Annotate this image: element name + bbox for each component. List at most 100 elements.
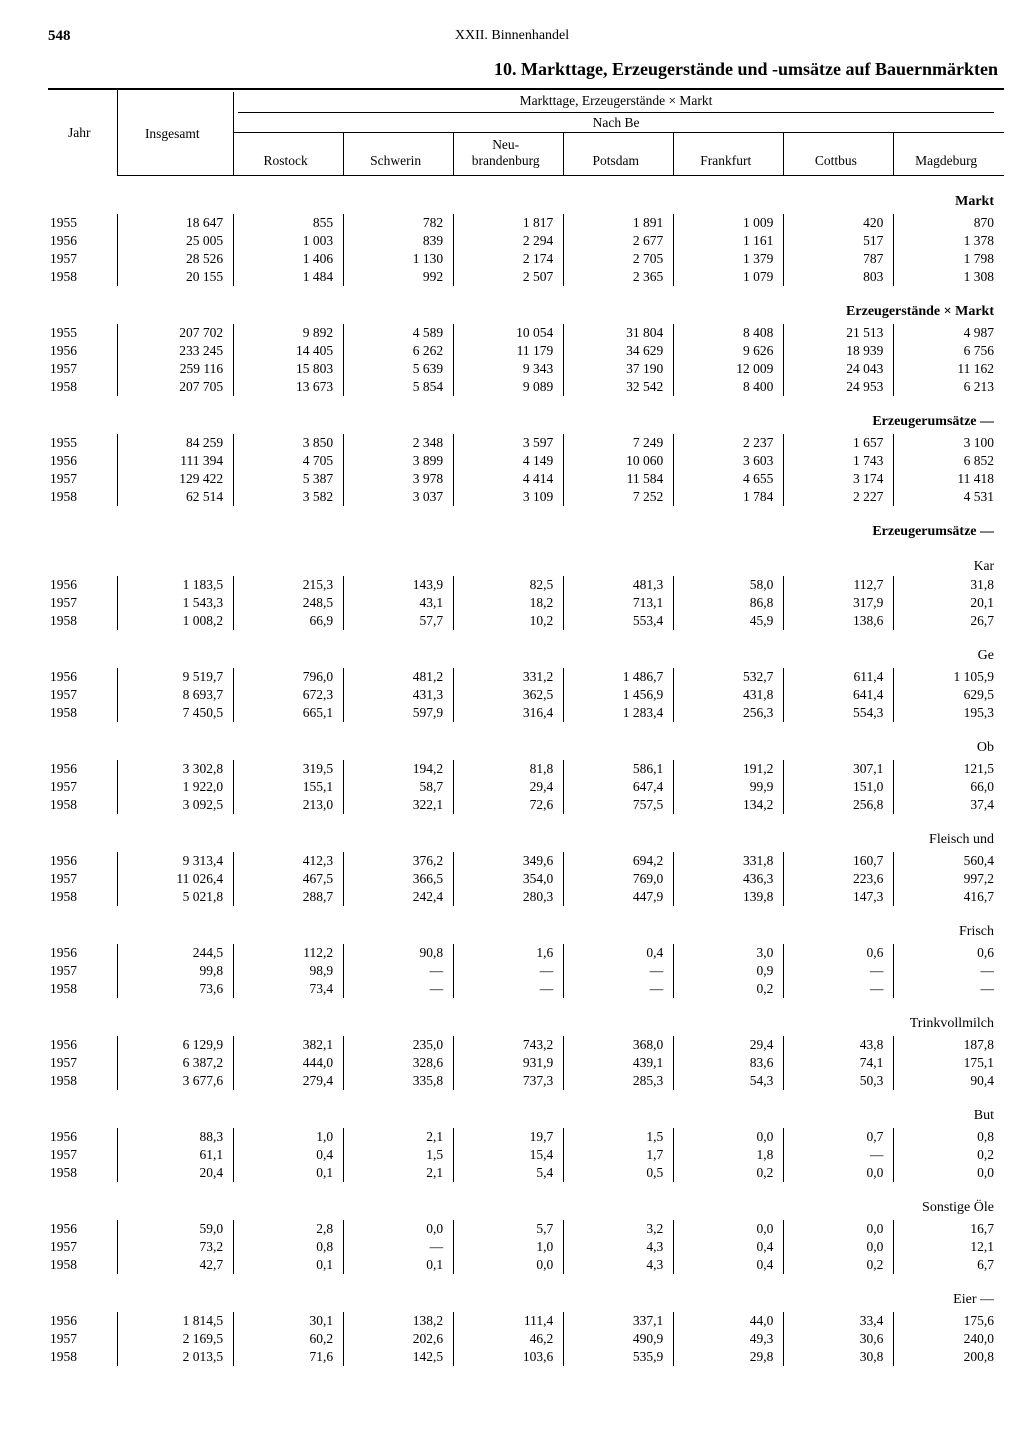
cell-value: 431,3 <box>344 686 454 704</box>
cell-value: 554,3 <box>784 704 894 722</box>
cell-value: 200,8 <box>894 1348 1004 1366</box>
cell-value: 90,8 <box>344 944 454 962</box>
cell-value: 213,0 <box>234 796 344 814</box>
cell-value: 376,2 <box>344 852 454 870</box>
cell-value: 1 743 <box>784 452 894 470</box>
cell-value: 248,5 <box>234 594 344 612</box>
cell-total: 59,0 <box>117 1220 234 1238</box>
cell-value: 32 542 <box>564 378 674 396</box>
cell-value: 3 109 <box>454 488 564 506</box>
cell-year: 1956 <box>48 1220 117 1238</box>
cell-value: 3 850 <box>234 434 344 452</box>
cell-total: 207 702 <box>117 324 234 342</box>
cell-year: 1958 <box>48 378 117 396</box>
cell-value: 0,8 <box>234 1238 344 1256</box>
cell-value: 0,0 <box>674 1220 784 1238</box>
cell-value: 328,6 <box>344 1054 454 1072</box>
cell-total: 6 387,2 <box>117 1054 234 1072</box>
cell-value: 1 308 <box>894 268 1004 286</box>
cell-value: 143,9 <box>344 576 454 594</box>
col-year: Jahr <box>48 89 117 176</box>
cell-value: 30,6 <box>784 1330 894 1348</box>
cell-value: 331,8 <box>674 852 784 870</box>
cell-value: 322,1 <box>344 796 454 814</box>
cell-value: 50,3 <box>784 1072 894 1090</box>
cell-total: 207 705 <box>117 378 234 396</box>
cell-value: 8 400 <box>674 378 784 396</box>
cell-value: 787 <box>784 250 894 268</box>
cell-value: 517 <box>784 232 894 250</box>
cell-value: 5 854 <box>344 378 454 396</box>
cell-value: 3 174 <box>784 470 894 488</box>
cell-value: 1 486,7 <box>564 668 674 686</box>
cell-value: — <box>454 980 564 998</box>
section-label: Erzeugerumsätze — <box>48 506 1004 544</box>
cell-year: 1956 <box>48 760 117 778</box>
cell-total: 129 422 <box>117 470 234 488</box>
cell-total: 61,1 <box>117 1146 234 1164</box>
cell-value: 855 <box>234 214 344 232</box>
cell-value: 18,2 <box>454 594 564 612</box>
cell-total: 2 013,5 <box>117 1348 234 1366</box>
cell-year: 1958 <box>48 888 117 906</box>
cell-value: 8 408 <box>674 324 784 342</box>
cell-value: — <box>894 980 1004 998</box>
cell-value: 256,8 <box>784 796 894 814</box>
section-label: Ge <box>48 630 1004 668</box>
cell-value: 54,3 <box>674 1072 784 1090</box>
cell-value: 1 456,9 <box>564 686 674 704</box>
cell-value: 12 009 <box>674 360 784 378</box>
cell-value: 416,7 <box>894 888 1004 906</box>
table-title: 10. Markttage, Erzeugerstände und -umsät… <box>48 59 998 80</box>
cell-value: 713,1 <box>564 594 674 612</box>
cell-value: 0,0 <box>344 1220 454 1238</box>
cell-value: 134,2 <box>674 796 784 814</box>
cell-value: 139,8 <box>674 888 784 906</box>
cell-value: 20,1 <box>894 594 1004 612</box>
cell-value: 16,7 <box>894 1220 1004 1238</box>
cell-total: 62 514 <box>117 488 234 506</box>
cell-value: 29,8 <box>674 1348 784 1366</box>
cell-value: 160,7 <box>784 852 894 870</box>
cell-value: 175,6 <box>894 1312 1004 1330</box>
cell-value: 279,4 <box>234 1072 344 1090</box>
cell-value: 6 756 <box>894 342 1004 360</box>
cell-value: 2 365 <box>564 268 674 286</box>
cell-total: 3 677,6 <box>117 1072 234 1090</box>
cell-year: 1957 <box>48 1238 117 1256</box>
cell-total: 5 021,8 <box>117 888 234 906</box>
cell-value: 481,3 <box>564 576 674 594</box>
cell-value: 349,6 <box>454 852 564 870</box>
cell-value: 280,3 <box>454 888 564 906</box>
cell-value: 86,8 <box>674 594 784 612</box>
cell-value: 1 406 <box>234 250 344 268</box>
cell-value: 366,5 <box>344 870 454 888</box>
cell-value: 2 705 <box>564 250 674 268</box>
cell-total: 42,7 <box>117 1256 234 1274</box>
cell-value: 288,7 <box>234 888 344 906</box>
cell-value: 45,9 <box>674 612 784 630</box>
cell-value: 71,6 <box>234 1348 344 1366</box>
cell-value: 368,0 <box>564 1036 674 1054</box>
cell-value: 1 379 <box>674 250 784 268</box>
cell-value: 769,0 <box>564 870 674 888</box>
cell-value: 665,1 <box>234 704 344 722</box>
cell-value: 90,4 <box>894 1072 1004 1090</box>
cell-value: 1 798 <box>894 250 1004 268</box>
cell-total: 2 169,5 <box>117 1330 234 1348</box>
cell-value: 331,2 <box>454 668 564 686</box>
cell-value: 285,3 <box>564 1072 674 1090</box>
cell-value: 444,0 <box>234 1054 344 1072</box>
cell-value: 0,6 <box>894 944 1004 962</box>
cell-value: 2 174 <box>454 250 564 268</box>
cell-value: 3 603 <box>674 452 784 470</box>
col-district: Cottbus <box>784 133 894 176</box>
cell-value: 992 <box>344 268 454 286</box>
cell-value: 0,4 <box>564 944 674 962</box>
cell-value: 1,5 <box>344 1146 454 1164</box>
cell-value: 1 891 <box>564 214 674 232</box>
super-header-1: Markttage, Erzeugerstände × Markt <box>238 93 994 113</box>
cell-value: 58,0 <box>674 576 784 594</box>
cell-year: 1957 <box>48 470 117 488</box>
cell-value: 641,4 <box>784 686 894 704</box>
